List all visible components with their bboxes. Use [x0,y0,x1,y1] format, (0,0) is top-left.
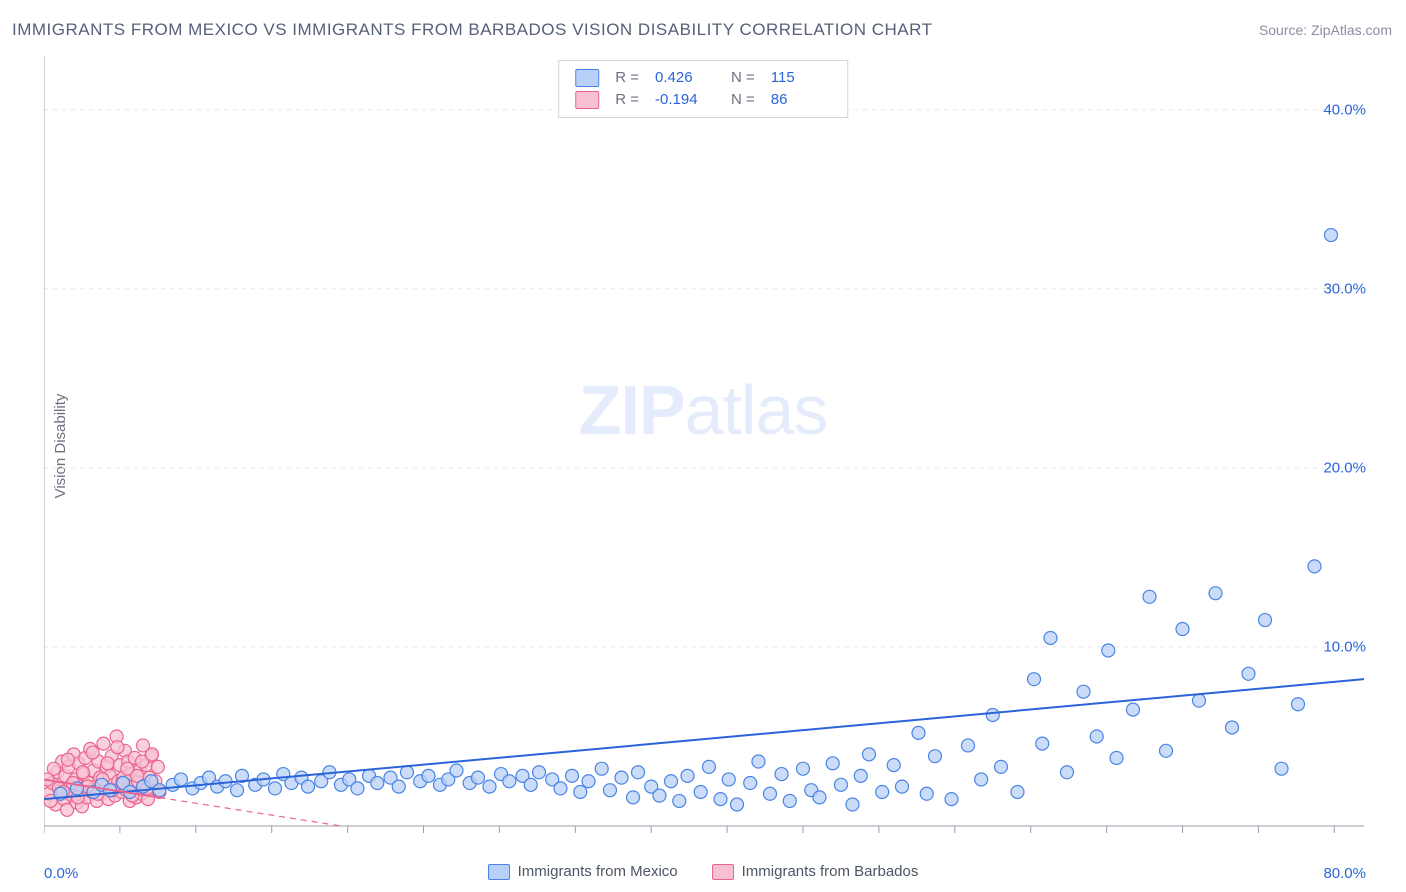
y-tick-label: 30.0% [1323,280,1366,297]
chart-title: IMMIGRANTS FROM MEXICO VS IMMIGRANTS FRO… [12,20,932,40]
legend-barbados-label: Immigrants from Barbados [742,863,919,880]
stats-legend: R = 0.426 N = 115 R = -0.194 N = 86 [558,60,848,118]
legend-barbados: Immigrants from Barbados [712,863,919,880]
n-value-barbados: 86 [771,89,831,111]
source-prefix: Source: [1259,22,1311,38]
y-tick-label: 20.0% [1323,459,1366,476]
r-value-barbados: -0.194 [655,89,715,111]
swatch-barbados [712,864,734,880]
y-tick-label: 10.0% [1323,638,1366,655]
swatch-mexico [488,864,510,880]
stats-row-barbados: R = -0.194 N = 86 [575,89,831,111]
n-label: N = [731,89,755,111]
n-label: N = [731,67,755,89]
source-credit: Source: ZipAtlas.com [1259,22,1392,38]
stats-row-mexico: R = 0.426 N = 115 [575,67,831,89]
swatch-barbados [575,91,599,109]
r-label: R = [615,67,639,89]
swatch-mexico [575,69,599,87]
chart-plot [44,56,1364,856]
r-value-mexico: 0.426 [655,67,715,89]
r-label: R = [615,89,639,111]
source-name: ZipAtlas.com [1311,22,1392,38]
legend-mexico-label: Immigrants from Mexico [518,863,678,880]
n-value-mexico: 115 [771,67,831,89]
series-legend: Immigrants from Mexico Immigrants from B… [0,863,1406,880]
y-tick-label: 40.0% [1323,101,1366,118]
legend-mexico: Immigrants from Mexico [488,863,678,880]
